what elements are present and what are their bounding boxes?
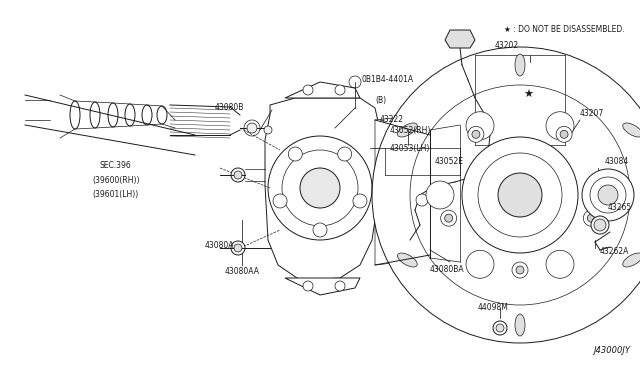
Polygon shape [445,30,475,48]
Text: 0B1B4-4401A: 0B1B4-4401A [362,76,414,84]
Circle shape [303,85,313,95]
Text: ★ : DO NOT BE DISASSEMBLED.: ★ : DO NOT BE DISASSEMBLED. [504,25,625,34]
Text: 43053(LH): 43053(LH) [390,144,430,153]
Text: 43080BA: 43080BA [430,266,465,275]
Text: SEC.396: SEC.396 [100,160,132,170]
Circle shape [372,47,640,343]
Text: J43000JY: J43000JY [593,346,630,355]
Circle shape [588,214,595,222]
Circle shape [303,281,313,291]
Circle shape [468,126,484,142]
Polygon shape [375,115,420,265]
Circle shape [582,169,634,221]
Circle shape [594,219,606,231]
Text: 43052E: 43052E [435,157,464,167]
Circle shape [546,112,574,140]
Ellipse shape [515,54,525,76]
Circle shape [496,324,504,332]
Circle shape [560,130,568,138]
Text: (39600(RH)): (39600(RH)) [92,176,140,185]
Circle shape [288,147,302,161]
Circle shape [313,223,327,237]
Circle shape [234,244,242,252]
Text: 43080A: 43080A [205,241,234,250]
Circle shape [466,112,494,140]
Circle shape [300,168,340,208]
Circle shape [516,266,524,274]
Circle shape [546,250,574,278]
Circle shape [583,210,599,226]
Text: 43084: 43084 [605,157,629,167]
Circle shape [591,216,609,234]
Circle shape [441,210,457,226]
Circle shape [231,168,245,182]
Text: 43080AA: 43080AA [225,267,260,276]
Ellipse shape [397,123,417,137]
Circle shape [512,262,528,278]
Text: 43080B: 43080B [215,103,244,112]
Text: 43052(RH): 43052(RH) [390,125,431,135]
Text: 43262A: 43262A [600,247,629,257]
Circle shape [231,241,245,255]
Ellipse shape [623,123,640,137]
Circle shape [416,194,428,206]
Text: (B): (B) [375,96,386,105]
Circle shape [335,281,345,291]
Circle shape [586,181,614,209]
Text: 44098M: 44098M [478,304,509,312]
Text: 43207: 43207 [580,109,604,118]
Text: 43222: 43222 [380,115,404,125]
Ellipse shape [397,253,417,267]
Circle shape [466,250,494,278]
Text: (39601(LH)): (39601(LH)) [92,190,138,199]
Circle shape [335,85,345,95]
Polygon shape [285,82,360,98]
Text: ★: ★ [523,90,533,100]
Polygon shape [285,278,360,295]
Text: 43265: 43265 [608,203,632,212]
Circle shape [338,147,352,161]
Polygon shape [265,98,380,280]
Circle shape [462,137,578,253]
Text: 43202: 43202 [495,41,519,49]
Circle shape [598,185,618,205]
Circle shape [247,123,257,133]
Circle shape [234,171,242,179]
Circle shape [556,126,572,142]
Circle shape [264,126,272,134]
Circle shape [472,130,480,138]
Ellipse shape [515,314,525,336]
Circle shape [445,214,452,222]
Circle shape [353,194,367,208]
Circle shape [493,321,507,335]
Circle shape [273,194,287,208]
Circle shape [498,173,542,217]
Ellipse shape [623,253,640,267]
Circle shape [426,181,454,209]
